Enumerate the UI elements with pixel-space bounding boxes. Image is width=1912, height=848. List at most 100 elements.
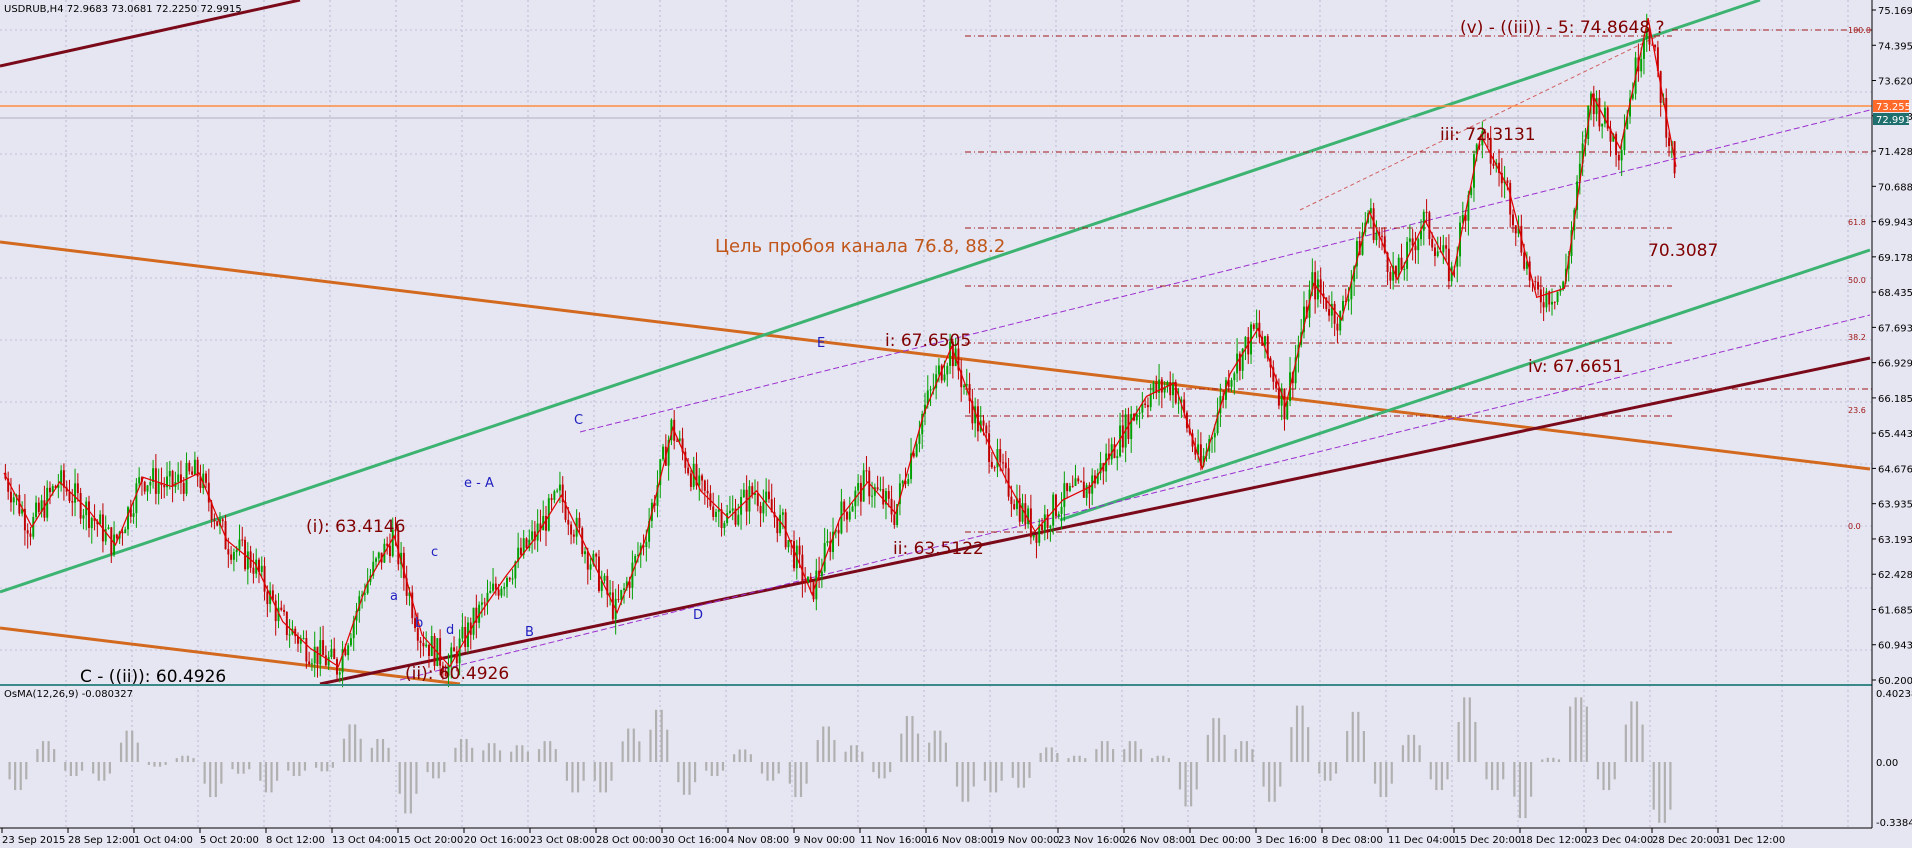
candle-body xyxy=(723,523,726,529)
candle-body xyxy=(391,529,394,557)
candle-body xyxy=(1074,478,1077,487)
candle-body xyxy=(205,473,208,483)
candle-body xyxy=(1369,208,1372,214)
candle-body xyxy=(372,561,375,576)
candle-body xyxy=(483,602,486,604)
candle-body xyxy=(561,484,564,503)
candle-body xyxy=(1146,405,1149,408)
candle-body xyxy=(427,644,430,656)
candle-body xyxy=(1509,182,1512,215)
candle-body xyxy=(1553,301,1556,303)
candle-body xyxy=(645,541,648,547)
candle-body xyxy=(1169,381,1172,396)
candle-body xyxy=(765,491,768,503)
candle-body xyxy=(1013,504,1016,510)
candle-body xyxy=(191,471,194,475)
candle-body xyxy=(1372,208,1375,241)
candle-body xyxy=(918,434,921,444)
candle-body xyxy=(1311,272,1314,290)
candle-body xyxy=(283,610,286,612)
candle-body xyxy=(1629,98,1631,117)
label-E: E xyxy=(817,336,825,351)
candle-body xyxy=(578,517,581,529)
candle-body xyxy=(1263,336,1266,346)
candle-body xyxy=(857,482,860,491)
candle-body xyxy=(1004,462,1007,469)
ascending-channel-lower xyxy=(1059,248,1871,522)
candle-body xyxy=(1241,348,1244,371)
time-axis-label: 1 Dec 00:00 xyxy=(1190,835,1251,846)
candle-body xyxy=(720,509,723,529)
candle-body xyxy=(678,438,681,441)
candle-body xyxy=(957,348,960,371)
candle-body xyxy=(49,487,51,493)
candle-body xyxy=(1355,240,1358,267)
dashed-channel-lower xyxy=(399,314,1871,681)
candle-body xyxy=(143,481,146,492)
price-axis-label: 63.1930 xyxy=(1878,535,1912,546)
fib-level-label: 38.2 xyxy=(1848,333,1866,342)
candle-body xyxy=(737,514,740,525)
candle-body xyxy=(305,638,308,662)
candle-body xyxy=(996,449,999,468)
current-price-tag xyxy=(1873,113,1909,125)
candle-body xyxy=(1406,241,1409,269)
candle-body xyxy=(386,543,389,546)
candle-body xyxy=(330,648,333,657)
label-v: (v) - ((iii)) - 5: 74.8648 ? xyxy=(1460,18,1665,38)
candle-body xyxy=(818,570,821,577)
candle-body xyxy=(1202,455,1205,466)
candle-body xyxy=(57,484,60,488)
channel-breakout-target: Цель пробоя канала 76.8, 88.2 xyxy=(715,236,1005,257)
candle-body xyxy=(1149,393,1152,408)
candle-body xyxy=(1280,388,1283,406)
candle-body xyxy=(35,502,38,518)
candle-body xyxy=(963,385,965,388)
candle-body xyxy=(687,467,690,474)
candle-body xyxy=(823,542,826,572)
label-D: D xyxy=(693,608,703,623)
candle-body xyxy=(355,611,358,621)
candle-body xyxy=(366,581,369,594)
candle-body xyxy=(419,640,422,643)
candle-body xyxy=(1651,44,1654,46)
candle-body xyxy=(670,419,673,441)
chart-header: USDRUB,H4 72.9683 73.0681 72.2250 72.991… xyxy=(4,4,242,15)
candle-body xyxy=(288,634,291,636)
candle-body xyxy=(929,389,932,391)
candle-body xyxy=(609,592,612,595)
candle-body xyxy=(1350,281,1353,300)
candle-body xyxy=(617,598,620,600)
candle-body xyxy=(308,661,311,665)
candle-body xyxy=(642,545,645,547)
price-axis-label: 69.1780 xyxy=(1878,253,1912,264)
candle-body xyxy=(1559,289,1562,292)
candle-body xyxy=(667,440,670,466)
label-e-A: e - A xyxy=(464,476,494,491)
candle-body xyxy=(1467,194,1470,221)
candle-body xyxy=(924,404,926,414)
candle-body xyxy=(458,638,461,664)
candle-body xyxy=(904,480,907,484)
candle-body xyxy=(926,390,929,405)
label-B: B xyxy=(525,625,534,640)
candle-body xyxy=(1489,137,1492,164)
candle-body xyxy=(1668,137,1671,147)
candle-body xyxy=(742,489,745,497)
label-i-paren: (i): 63.4146 xyxy=(306,517,405,537)
candle-body xyxy=(1080,481,1083,483)
candle-body xyxy=(676,440,678,442)
zigzag-series xyxy=(3,17,1677,668)
candle-body xyxy=(528,539,531,549)
candle-body xyxy=(1275,381,1278,389)
candle-body xyxy=(840,501,843,534)
candle-body xyxy=(550,498,553,500)
candle-body xyxy=(1152,382,1155,394)
upper-dark-trendline xyxy=(0,0,301,68)
candle-body xyxy=(121,531,124,534)
candle-body xyxy=(859,482,862,502)
candle-body xyxy=(915,443,918,457)
candle-body xyxy=(1155,382,1158,393)
time-axis-label: 23 Dec 04:00 xyxy=(1586,835,1653,846)
